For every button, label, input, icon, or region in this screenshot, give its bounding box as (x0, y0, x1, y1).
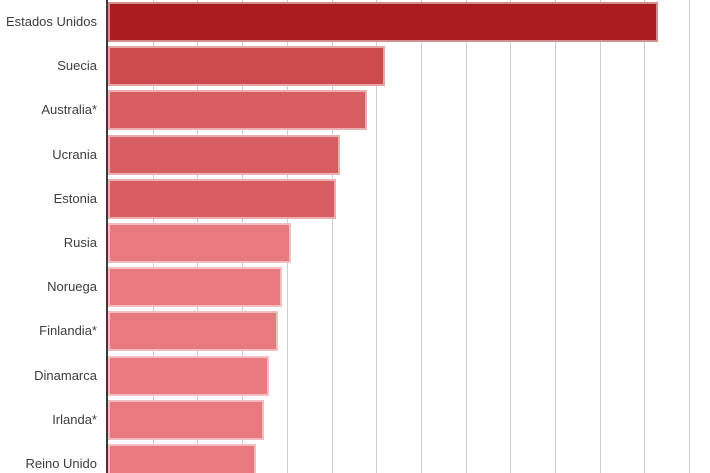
gridline (510, 0, 511, 473)
gridline (600, 0, 601, 473)
bar (108, 267, 282, 308)
bar (108, 90, 367, 131)
gridline (555, 0, 556, 473)
category-label: Noruega (47, 279, 97, 295)
gridline (644, 0, 645, 473)
bar (108, 399, 264, 440)
bar (108, 134, 340, 175)
y-axis-line (106, 0, 108, 473)
category-label: Reino Unido (25, 456, 97, 471)
category-label: Rusia (63, 235, 97, 250)
gridline (376, 0, 377, 473)
bar (108, 2, 658, 42)
category-label: Ucrania (52, 146, 97, 162)
bar (108, 355, 269, 396)
bar (108, 46, 385, 87)
gridline (466, 0, 467, 473)
bar (108, 178, 336, 219)
category-label: Finlandia* (39, 323, 97, 339)
category-label: Australia* (41, 102, 97, 118)
category-label: Estonia (53, 190, 97, 206)
bar (108, 311, 278, 352)
category-label: Irlanda* (52, 411, 97, 427)
category-label: Estados Unidos (5, 14, 97, 29)
gridline (332, 0, 333, 473)
category-label: Suecia (57, 58, 97, 74)
bar (108, 223, 291, 263)
category-label: Dinamarca (34, 367, 97, 383)
bar (108, 444, 256, 473)
gridline (421, 0, 422, 473)
gridline (689, 0, 690, 473)
